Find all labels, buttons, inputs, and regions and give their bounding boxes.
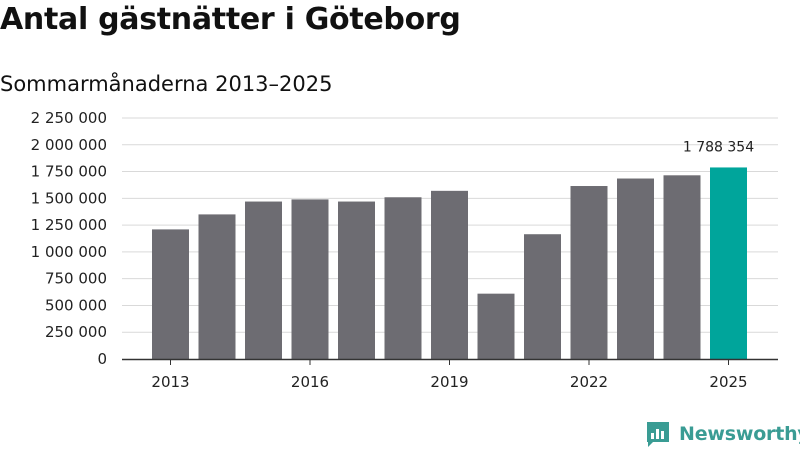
y-tick-labels: 0 250 000 500 000 750 000 1 000 000 1 250 000… — [31, 109, 107, 368]
bar-2013 — [152, 229, 189, 359]
y-tick-label: 500 000 — [45, 296, 107, 314]
y-tick-label: 2 000 000 — [31, 136, 107, 154]
bar-2015 — [245, 201, 282, 359]
bar-2018 — [384, 197, 422, 359]
x-tick-label: 2019 — [430, 373, 468, 391]
y-tick-label: 0 — [97, 350, 107, 368]
y-tick-label: 250 000 — [45, 323, 107, 341]
y-tick-label: 1 000 000 — [31, 243, 107, 261]
x-tick-label: 2013 — [151, 373, 189, 391]
y-tick-label: 1 750 000 — [31, 163, 107, 181]
data-label-2025: 1 788 354 — [683, 139, 754, 155]
bar-2025 — [710, 167, 747, 359]
y-tick-label: 2 250 000 — [31, 109, 107, 127]
y-tick-label: 1 500 000 — [31, 189, 107, 207]
bar-2023 — [617, 178, 654, 359]
bars — [152, 167, 747, 359]
bar-2017 — [338, 201, 375, 359]
x-tick-label: 2016 — [291, 373, 329, 391]
chart-title: Antal gästnätter i Göteborg — [0, 2, 461, 37]
brand-name: Newsworthy — [679, 423, 800, 445]
x-tick-labels: 2013 2016 2019 2022 2025 — [151, 359, 748, 391]
y-tick-label: 750 000 — [45, 270, 107, 288]
x-tick-label: 2022 — [570, 373, 608, 391]
x-tick-label: 2025 — [709, 373, 747, 391]
bar-2022 — [570, 186, 608, 359]
bar-2024 — [663, 175, 701, 359]
newsworthy-logo-icon — [647, 422, 669, 447]
bar-2014 — [198, 214, 236, 359]
chart-subtitle: Sommarmånaderna 2013–2025 — [0, 72, 333, 96]
bar-2020 — [477, 293, 515, 359]
bar-2019 — [431, 190, 468, 359]
bar-2021 — [524, 234, 561, 359]
brand-logo: Newsworthy — [645, 420, 800, 448]
bar-2016 — [291, 199, 329, 359]
y-tick-label: 1 250 000 — [31, 216, 107, 234]
